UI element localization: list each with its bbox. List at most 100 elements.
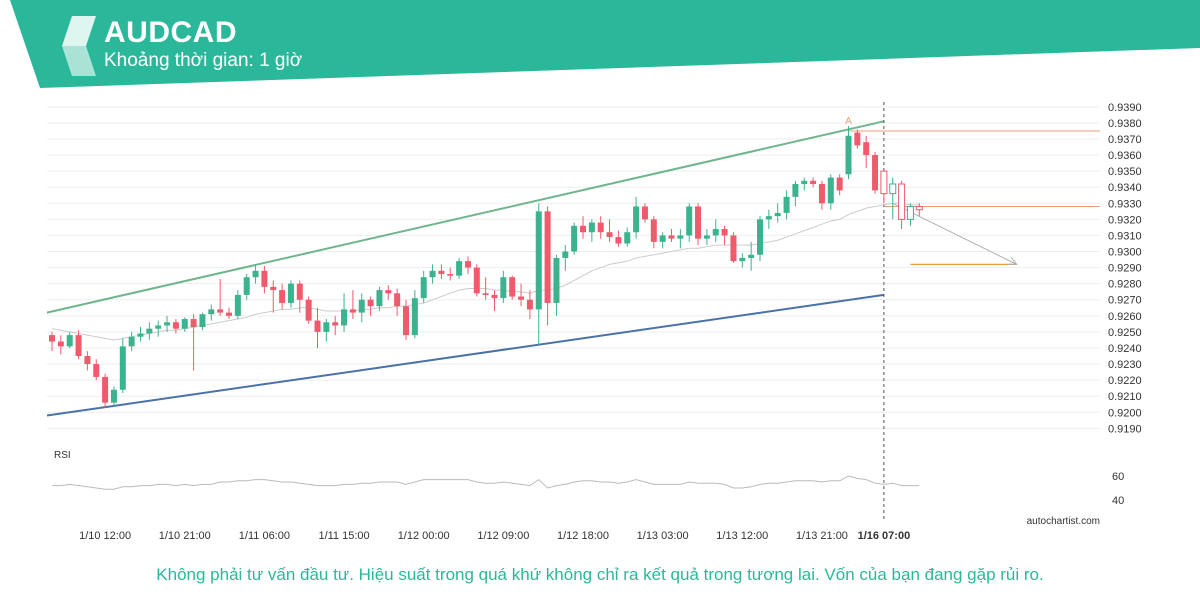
candle-body <box>810 180 817 184</box>
candle-body <box>739 257 746 262</box>
candle-body <box>588 222 595 233</box>
candle-body <box>606 232 613 238</box>
candle-body <box>119 346 126 390</box>
candle-body <box>323 322 330 332</box>
candle-body <box>234 294 241 316</box>
price-tick-label: 0.9240 <box>1108 343 1142 355</box>
candle-body <box>562 251 569 258</box>
candle-body <box>394 293 401 307</box>
candle-body <box>818 183 825 204</box>
candle-body <box>668 235 675 239</box>
candle-body <box>906 205 914 220</box>
candle-body <box>137 333 144 337</box>
candle-body <box>110 389 117 403</box>
candle-body <box>854 132 861 146</box>
candle-body <box>93 364 100 377</box>
candle-body <box>880 170 888 195</box>
candle-body <box>305 299 312 321</box>
candle-body <box>650 219 657 242</box>
candle-body <box>491 294 498 299</box>
candle-body <box>526 299 533 310</box>
pattern-label: A <box>845 116 852 127</box>
time-tick-label: 1/16 07:00 <box>858 530 911 542</box>
candle-body <box>544 211 551 303</box>
price-tick-label: 0.9210 <box>1108 391 1142 403</box>
header-banner <box>10 0 1200 88</box>
candle-body <box>226 312 232 316</box>
candle-body <box>243 277 250 295</box>
candle-body <box>296 283 303 300</box>
symbol-title: AUDCAD <box>104 16 237 49</box>
price-tick-label: 0.9370 <box>1108 134 1142 146</box>
rsi-tick-label: 60 <box>1112 471 1124 483</box>
time-tick-label: 1/10 21:00 <box>159 530 211 542</box>
rsi-panel: RSI 60 40 <box>52 450 1124 507</box>
time-tick-label: 1/13 21:00 <box>796 530 848 542</box>
candle-body <box>801 180 808 184</box>
candle-body <box>703 235 710 239</box>
candle-body <box>783 196 790 213</box>
candle-body <box>748 254 755 258</box>
candle-body <box>597 222 604 233</box>
logo-shape-bottom <box>62 46 96 76</box>
candle-body <box>615 237 622 244</box>
forecast-arrow-head <box>1007 256 1018 265</box>
candle-body <box>633 206 640 233</box>
candle-body <box>553 257 560 303</box>
candle-body <box>146 328 153 334</box>
candle-body <box>765 216 772 220</box>
time-tick-label: 1/11 06:00 <box>239 530 290 542</box>
candle-body <box>217 309 224 313</box>
time-tick-label: 1/12 00:00 <box>398 530 450 542</box>
price-tick-label: 0.9260 <box>1108 311 1142 323</box>
candle-body <box>49 335 55 342</box>
price-tick-label: 0.9320 <box>1108 214 1142 226</box>
price-tick-label: 0.9190 <box>1108 423 1142 435</box>
candle-body <box>845 135 852 175</box>
candle-body <box>57 341 64 347</box>
candle-body <box>385 290 392 294</box>
candle-body <box>774 212 781 217</box>
price-tick-label: 0.9220 <box>1108 375 1142 387</box>
candle-body <box>836 177 843 191</box>
timeframe-label: Khoảng thời gian: 1 giờ <box>104 50 303 71</box>
price-tick-label: 0.9310 <box>1108 230 1142 242</box>
candle-body <box>252 270 259 278</box>
channel-upper-line <box>46 120 885 314</box>
candle-body <box>464 261 471 268</box>
candle-body <box>332 322 339 326</box>
candle-body <box>730 235 737 262</box>
time-tick-label: 1/12 18:00 <box>557 530 609 542</box>
candle-body <box>429 270 436 278</box>
price-tick-label: 0.9200 <box>1108 407 1142 419</box>
candle-body <box>898 183 906 220</box>
candle-body <box>66 335 73 347</box>
candle-body <box>473 267 480 294</box>
candle-body <box>757 219 763 255</box>
price-tick-label: 0.9390 <box>1108 102 1142 114</box>
candle-body <box>677 235 684 239</box>
price-axis: 0.9190 0.9200 0.9210 0.9220 0.9230 0.9240 0.92… <box>1108 102 1142 436</box>
candle-body <box>279 290 286 303</box>
candle-body <box>482 293 489 295</box>
price-tick-label: 0.9250 <box>1108 327 1142 339</box>
candle-body <box>447 274 454 276</box>
price-tick-label: 0.9380 <box>1108 118 1142 130</box>
candle-body <box>827 177 834 204</box>
candle-body <box>128 336 135 347</box>
price-tick-label: 0.9290 <box>1108 263 1142 275</box>
price-tick-label: 0.9270 <box>1108 295 1142 307</box>
price-gridlines <box>47 106 1100 429</box>
candle-body <box>889 183 897 195</box>
candlestick-series <box>49 126 923 408</box>
watermark: autochartist.com <box>1027 516 1100 527</box>
candle-body <box>509 277 516 297</box>
candle-body <box>341 309 348 326</box>
candle-body <box>438 270 445 275</box>
candle-body <box>712 229 719 236</box>
candle-body <box>403 306 409 336</box>
candle-body <box>358 299 365 313</box>
candle-body <box>571 225 578 252</box>
candle-body <box>641 206 648 220</box>
